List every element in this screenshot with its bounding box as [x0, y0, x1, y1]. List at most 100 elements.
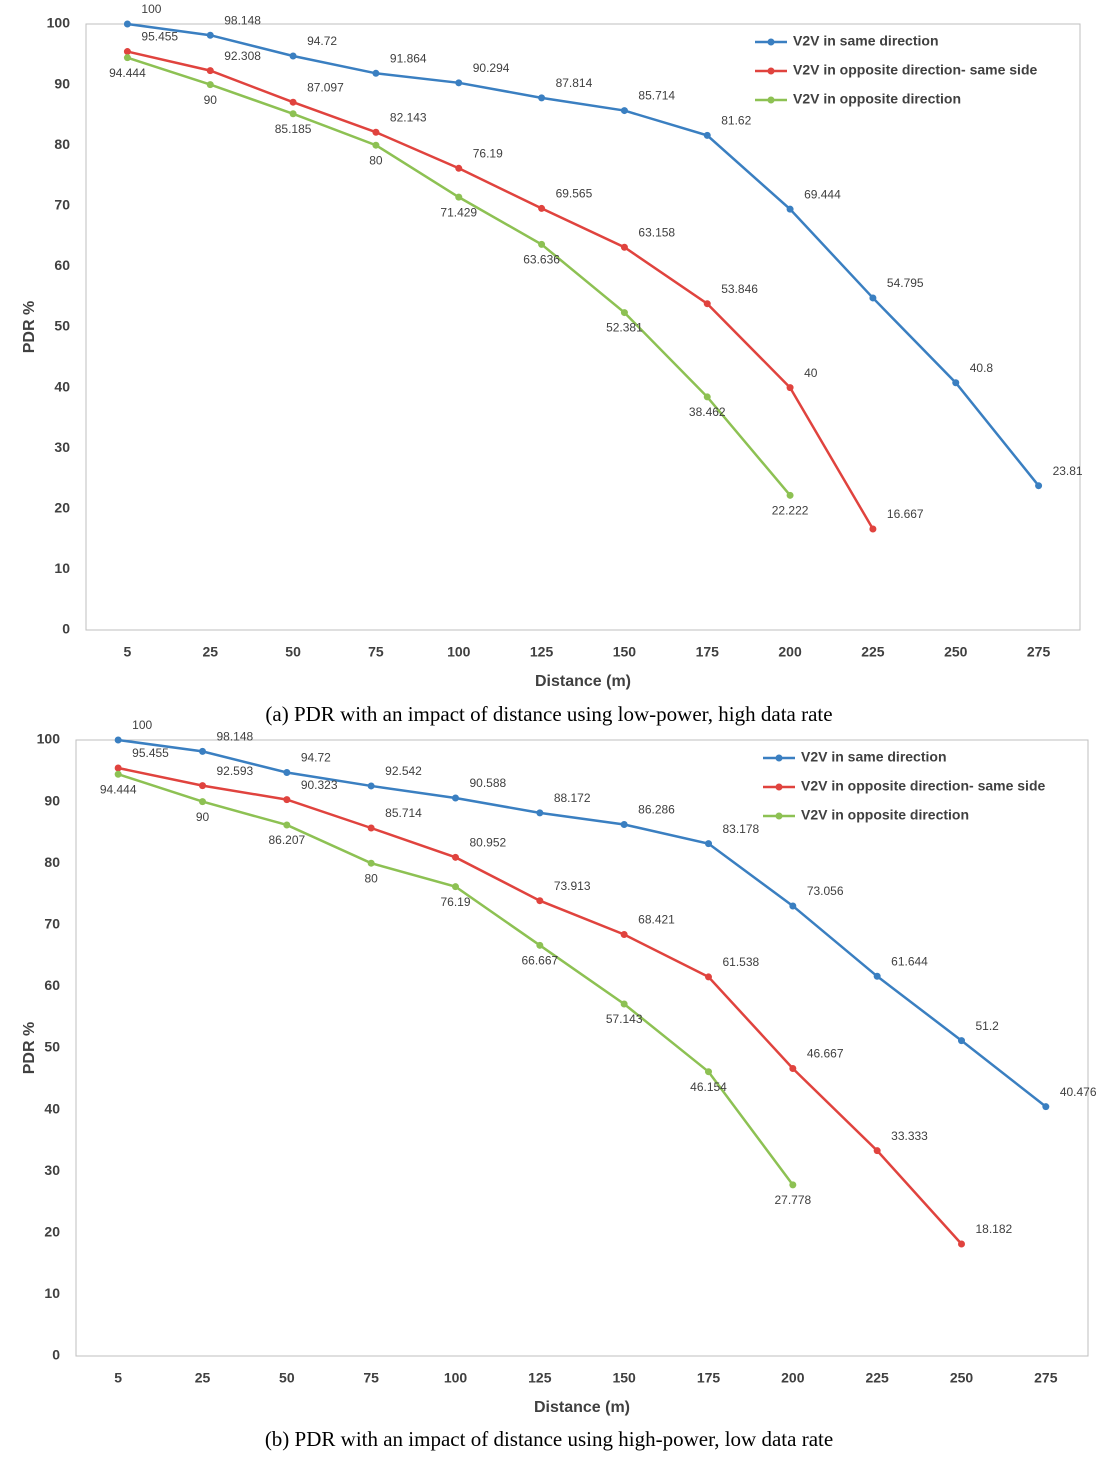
data-label: 91.864 [390, 51, 427, 65]
data-label: 66.667 [521, 954, 558, 968]
data-label: 85.185 [275, 122, 312, 136]
data-label: 80 [364, 871, 378, 885]
legend-label: V2V in opposite direction- same side [793, 62, 1037, 78]
data-point [452, 883, 459, 891]
legend-swatch-dot [767, 38, 775, 46]
data-point [873, 972, 881, 980]
x-tick-label: 125 [530, 644, 554, 660]
data-point [452, 853, 459, 861]
data-point [536, 897, 544, 905]
x-tick-label: 250 [944, 644, 968, 660]
x-tick-label: 275 [1027, 644, 1051, 660]
data-label: 76.19 [473, 146, 503, 160]
plot-frame [75, 739, 1089, 1357]
data-label: 98.148 [224, 13, 261, 27]
y-tick-label: 90 [44, 792, 60, 808]
data-label: 92.593 [217, 764, 254, 778]
series-line [127, 56, 792, 497]
legend-swatch-dot [775, 783, 783, 791]
y-tick-label: 10 [54, 560, 70, 576]
data-point [536, 941, 544, 949]
data-label: 52.381 [606, 321, 643, 335]
data-point [538, 204, 546, 212]
data-point [367, 782, 375, 790]
data-point [620, 309, 628, 317]
x-tick-label: 5 [124, 644, 132, 660]
series-line [127, 22, 1040, 487]
data-point [455, 164, 463, 172]
data-point [786, 205, 794, 213]
data-label: 73.913 [554, 879, 591, 893]
data-point [958, 1037, 965, 1045]
data-point [1035, 482, 1043, 490]
legend-swatch-dot [775, 754, 783, 762]
y-tick-label: 40 [44, 1100, 60, 1116]
legend-label: V2V in opposite direction [801, 807, 969, 823]
y-tick-label: 60 [44, 977, 60, 993]
x-tick-label: 225 [861, 644, 885, 660]
data-label: 40.8 [970, 361, 994, 375]
data-label: 87.097 [307, 80, 344, 94]
data-point [289, 110, 297, 118]
data-label: 46.667 [807, 1047, 844, 1061]
data-label: 88.172 [554, 791, 591, 805]
x-tick-label: 50 [279, 1370, 295, 1386]
legend-swatch-dot [767, 67, 775, 75]
legend-label: V2V in opposite direction- same side [801, 778, 1045, 794]
data-label: 92.308 [224, 49, 261, 63]
data-label: 90 [204, 93, 218, 107]
data-label: 18.182 [976, 1222, 1013, 1236]
data-point [620, 820, 628, 828]
x-tick-label: 175 [697, 1370, 721, 1386]
data-point [452, 794, 459, 802]
y-tick-label: 50 [44, 1039, 60, 1055]
legend-swatch-dot [775, 812, 783, 820]
data-label: 71.429 [440, 205, 477, 219]
data-point [283, 796, 291, 804]
data-label: 100 [132, 718, 152, 732]
y-tick-label: 0 [62, 621, 70, 637]
data-label: 82.143 [390, 110, 427, 124]
data-point [199, 747, 206, 755]
data-label: 61.644 [891, 954, 928, 968]
data-point [705, 840, 712, 848]
y-tick-label: 30 [44, 1162, 60, 1178]
data-point [620, 931, 628, 939]
y-tick-label: 80 [44, 854, 60, 870]
data-label: 85.714 [638, 89, 675, 103]
data-point [367, 859, 375, 867]
data-label: 95.455 [141, 30, 178, 44]
data-point [199, 798, 206, 806]
data-point [114, 770, 122, 778]
x-tick-label: 225 [865, 1370, 889, 1386]
series-line [127, 50, 874, 530]
x-tick-label: 25 [202, 644, 218, 660]
caption: (b) PDR with an impact of distance using… [265, 1427, 833, 1451]
data-point [206, 81, 214, 89]
data-point [114, 764, 122, 772]
data-point [372, 69, 380, 77]
data-label: 90.323 [301, 778, 338, 792]
x-axis-title: Distance (m) [534, 1399, 630, 1416]
data-point [786, 491, 794, 499]
data-label: 90 [196, 810, 210, 824]
y-tick-label: 0 [52, 1347, 60, 1363]
x-tick-label: 75 [363, 1370, 379, 1386]
data-point [952, 379, 960, 387]
legend-label: V2V in same direction [801, 749, 947, 765]
x-axis-title: Distance (m) [535, 673, 631, 690]
data-point [206, 31, 214, 39]
data-label: 68.421 [638, 913, 675, 927]
data-point [289, 52, 297, 60]
data-point [114, 736, 122, 744]
data-label: 22.222 [772, 504, 809, 518]
data-point [206, 67, 214, 75]
data-label: 69.565 [556, 187, 593, 201]
data-point [958, 1240, 965, 1248]
x-tick-label: 175 [696, 644, 720, 660]
data-label: 63.636 [523, 253, 560, 267]
data-point [869, 525, 877, 533]
data-label: 57.143 [606, 1012, 643, 1026]
legend-label: V2V in same direction [793, 33, 939, 49]
